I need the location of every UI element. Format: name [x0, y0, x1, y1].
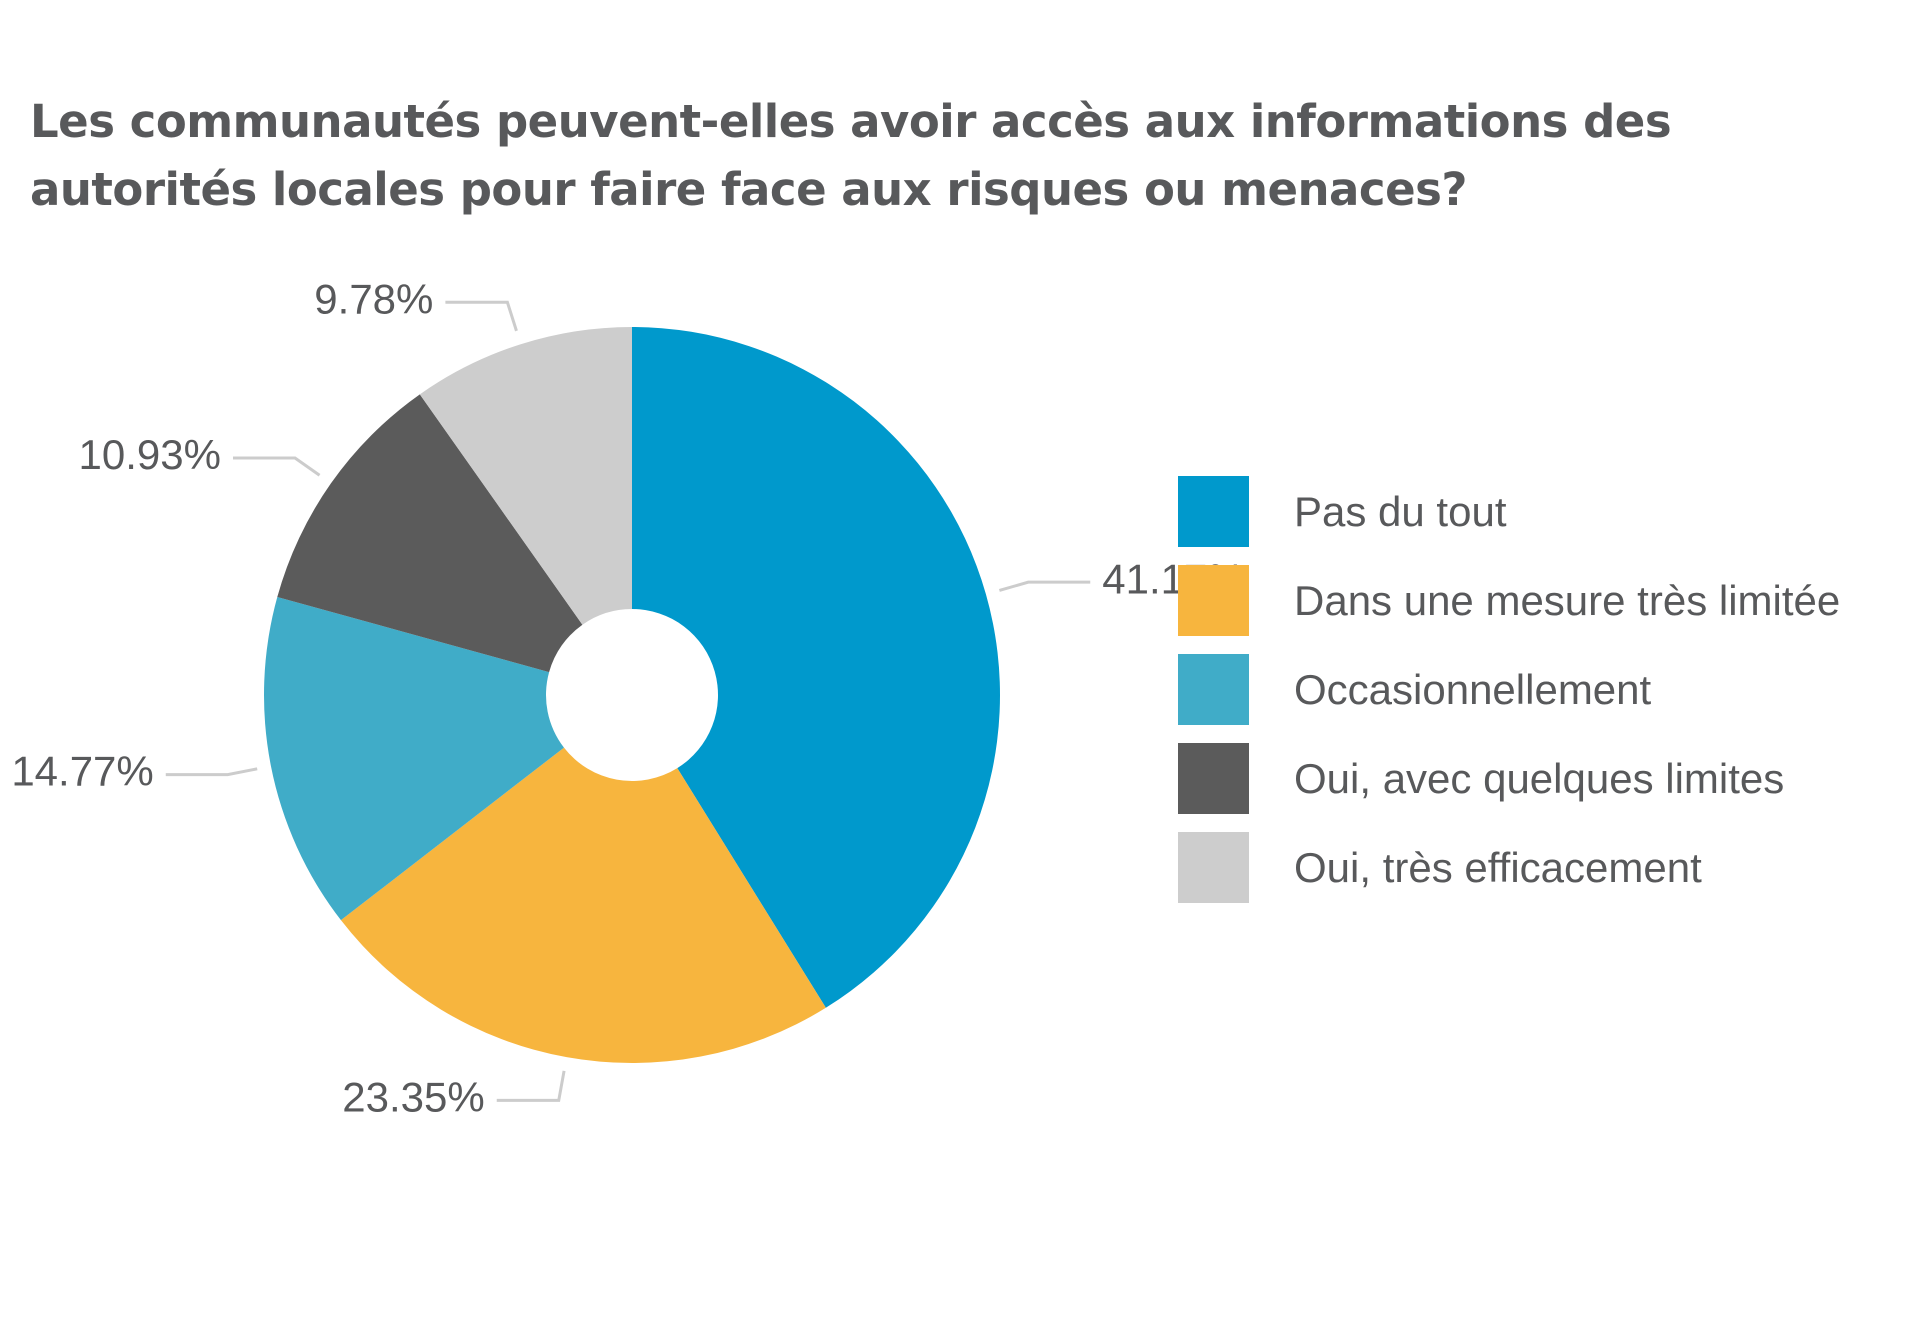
data-label-occasionnellement: 14.77% [11, 748, 153, 795]
pie-slice-pas-du-tout [632, 327, 1001, 1008]
legend-item-dans-une-mesure-tres-limitee: Dans une mesure très limitée [1178, 565, 1840, 636]
legend-label: Occasionnellement [1294, 665, 1652, 713]
legend-swatch [1178, 565, 1249, 636]
legend-label: Oui, très efficacement [1294, 843, 1702, 891]
legend-swatch [1178, 654, 1249, 725]
chart-title-line-2: autorités locales pour faire face aux ri… [30, 163, 1468, 216]
legend-swatch [1178, 476, 1249, 547]
pie-slice-occasionnellement [263, 597, 564, 921]
pie-slice-dans-une-mesure-tres-limitee [340, 747, 826, 1063]
leader-line-dans-une-mesure-tres-limitee [496, 1070, 566, 1102]
legend-label: Oui, avec quelques limites [1294, 754, 1785, 802]
chart-legend: Pas du tout Dans une mesure très limitée… [1178, 476, 1840, 921]
chart-title: Les communautés peuvent-elles avoir accè… [30, 88, 1890, 224]
legend-label: Pas du tout [1294, 487, 1507, 535]
legend-item-occasionnellement: Occasionnellement [1178, 654, 1840, 725]
leader-line-pas-du-tout [998, 580, 1091, 592]
data-label-dans-une-mesure-tres-limitee: 23.35% [342, 1074, 484, 1121]
pie-slice-oui-tres-efficacement [419, 327, 632, 625]
legend-item-oui-avec-quelques-limites: Oui, avec quelques limites [1178, 743, 1840, 814]
legend-swatch [1178, 832, 1249, 903]
legend-item-oui-tres-efficacement: Oui, très efficacement [1178, 832, 1840, 903]
legend-label: Dans une mesure très limitée [1294, 576, 1841, 624]
chart-title-line-1: Les communautés peuvent-elles avoir accè… [30, 95, 1672, 148]
pie-slice-oui-avec-quelques-limites [277, 394, 583, 673]
leader-line-oui-tres-efficacement [445, 300, 518, 332]
leader-line-occasionnellement [165, 767, 258, 777]
data-label-oui-tres-efficacement: 9.78% [314, 275, 433, 322]
legend-swatch [1178, 743, 1249, 814]
leader-line-oui-avec-quelques-limites [232, 456, 321, 477]
legend-item-pas-du-tout: Pas du tout [1178, 476, 1840, 547]
data-label-oui-avec-quelques-limites: 10.93% [79, 431, 221, 478]
